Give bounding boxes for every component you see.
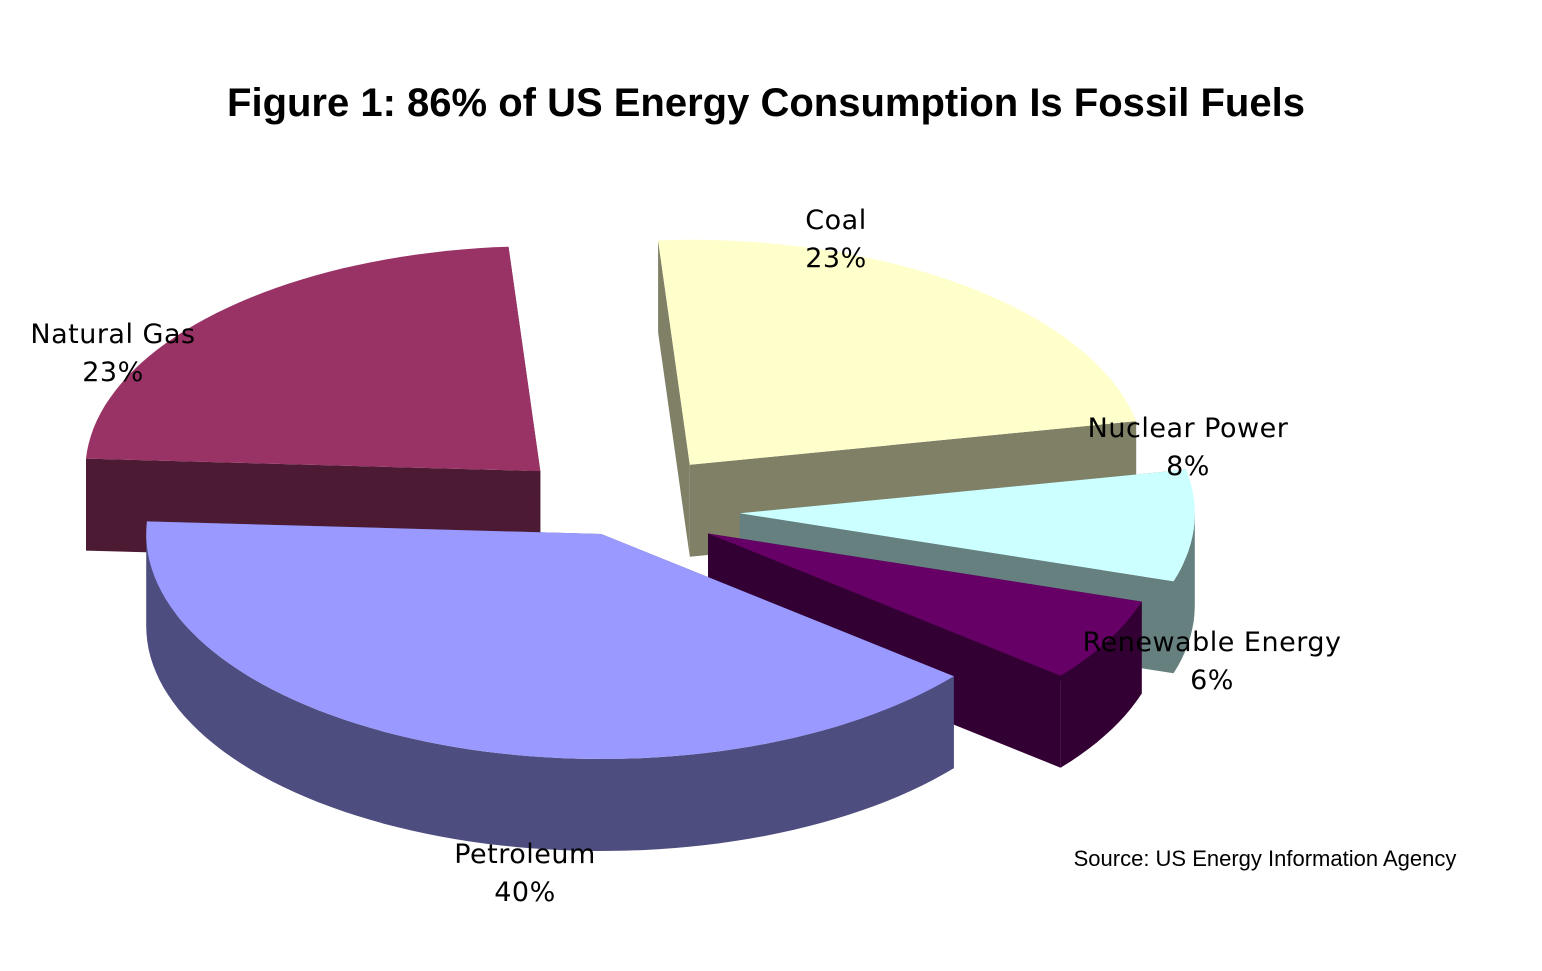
slice-label-name: Nuclear Power [1088, 413, 1289, 444]
slice-label-coal: Coal 23% [805, 205, 867, 274]
pie-slice-petroleum [146, 521, 954, 851]
source-note: Source: US Energy Information Agency [1074, 846, 1457, 871]
slice-label-value: 8% [1166, 451, 1210, 482]
slice-top-face [146, 521, 954, 759]
slice-label-value: 6% [1190, 665, 1234, 696]
slice-top-face [739, 469, 1195, 582]
slice-label-value: 40% [494, 877, 556, 908]
slice-outer-wall [1060, 601, 1142, 768]
slice-side-face [658, 240, 690, 557]
slice-labels: Coal 23% Nuclear Power 8% Renewable Energy 6%… [30, 205, 1341, 908]
slice-outer-wall [146, 534, 954, 851]
chart-title: Figure 1: 86% of US Energy Consumption I… [227, 81, 1305, 125]
slice-label-value: 23% [805, 243, 867, 274]
slice-label-name: Natural Gas [30, 319, 195, 350]
pie-slices [86, 239, 1195, 851]
slice-top-face [86, 246, 541, 472]
slice-label-name: Petroleum [454, 839, 596, 870]
slice-label-petroleum: Petroleum 40% [454, 839, 596, 908]
slice-top-face [658, 239, 1137, 465]
slice-label-nuclear-power: Nuclear Power 8% [1088, 413, 1289, 482]
slice-label-natural-gas: Natural Gas 23% [30, 319, 195, 388]
slice-outer-wall [1173, 513, 1195, 674]
slice-label-name: Coal [805, 205, 866, 236]
slice-label-value: 23% [82, 357, 144, 388]
slice-top-face [708, 533, 1142, 676]
slice-label-renewable-energy: Renewable Energy 6% [1083, 627, 1342, 696]
pie-slice-natural-gas [86, 246, 541, 564]
slice-label-name: Renewable Energy [1083, 627, 1342, 658]
